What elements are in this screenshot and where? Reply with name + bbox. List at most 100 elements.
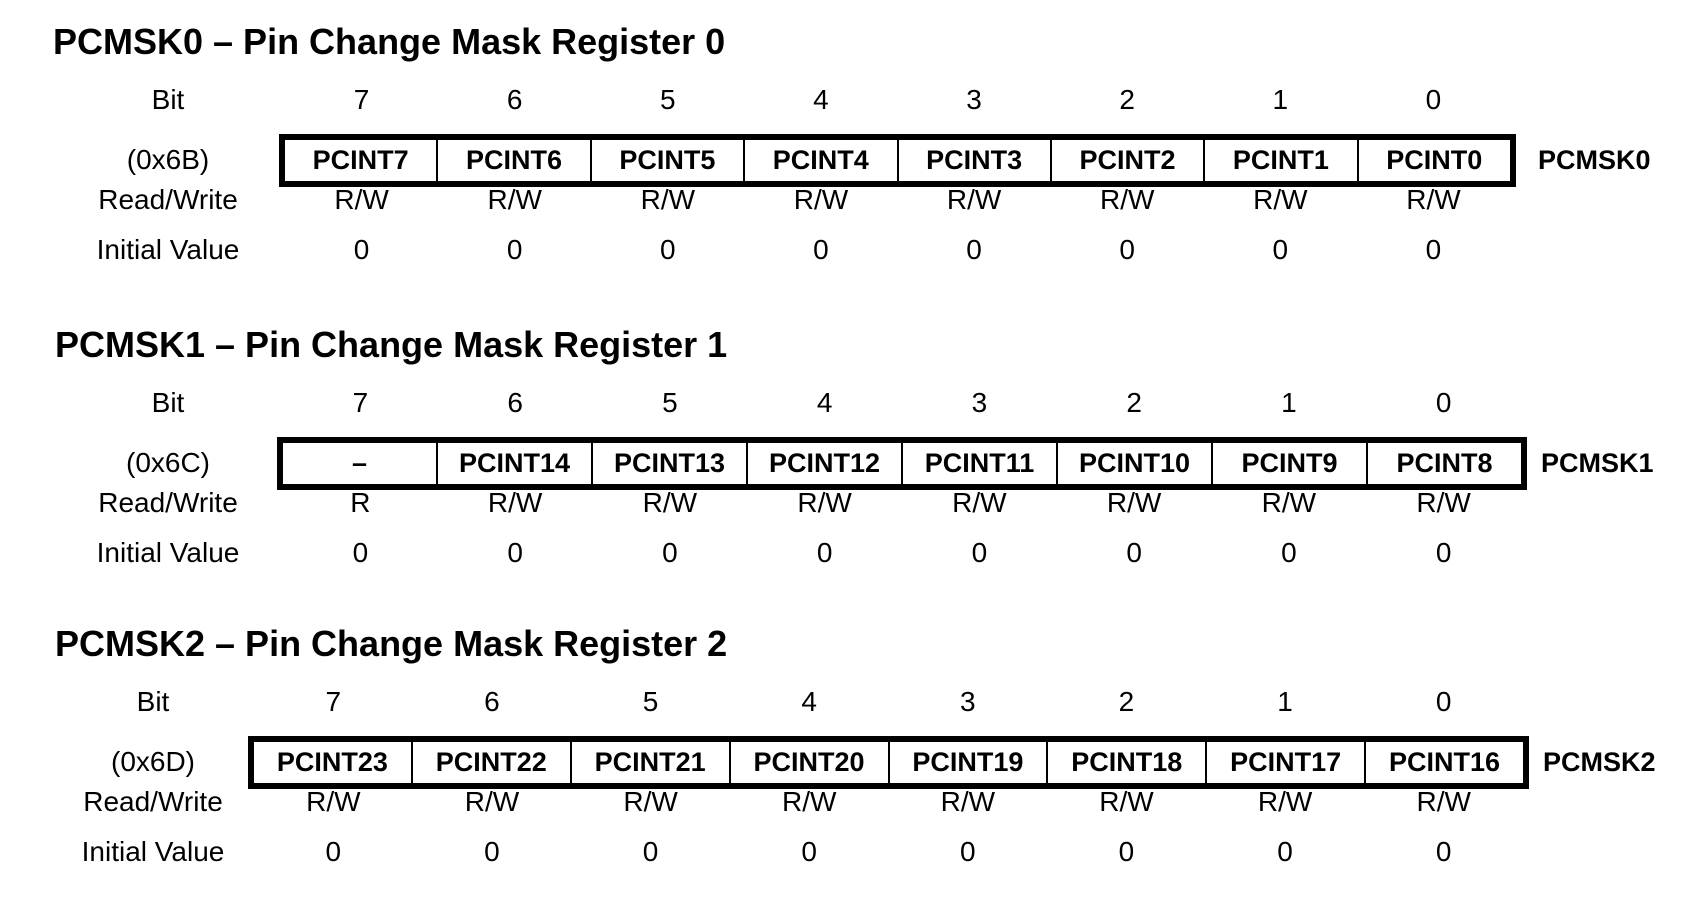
register-section: PCMSK0 – Pin Change Mask Register 0 Bit (0… <box>0 20 1689 310</box>
bit-field-cell: PCINT23 <box>276 747 388 777</box>
initial-value: 0 <box>966 234 982 265</box>
bit-number: 2 <box>1119 84 1135 115</box>
bit-number: 0 <box>1435 686 1452 717</box>
bit-number: 7 <box>325 686 342 717</box>
read-write-value: R/W <box>640 184 696 215</box>
bit-number: 4 <box>816 387 833 418</box>
initial-value: 0 <box>960 836 976 867</box>
initial-value: 0 <box>353 234 370 265</box>
register-bit-field: PCINT7 PCINT6 PCINT5 PCINT4 PCINT3 PCINT2 PCIN… <box>279 134 1516 187</box>
read-write-value: R/W <box>1416 786 1471 817</box>
initial-value: 0 <box>1435 537 1452 568</box>
bit-number: 6 <box>484 686 500 717</box>
initial-value-row-label: Initial Value <box>96 234 240 265</box>
read-write-value: R/W <box>487 487 543 518</box>
read-write-row-label: Read/Write <box>98 487 238 518</box>
bit-number: 3 <box>966 84 982 115</box>
initial-value: 0 <box>1425 234 1442 265</box>
initial-value: 0 <box>484 836 500 867</box>
read-write-row-label: Read/Write <box>98 184 238 215</box>
bit-number: 3 <box>971 387 988 418</box>
initial-value: 0 <box>507 537 523 568</box>
read-write-value: R/W <box>464 786 520 817</box>
bit-field-cell: PCINT0 <box>1356 140 1510 181</box>
bit-number: 3 <box>960 686 976 717</box>
initial-value: 0 <box>1435 836 1452 867</box>
bit-field-cell: PCINT22 <box>410 742 570 783</box>
bit-number: 1 <box>1272 84 1289 115</box>
bit-field-cell: PCINT2 <box>1049 140 1203 181</box>
bit-field-cell: PCINT13 <box>591 443 746 484</box>
bit-field-cell: PCINT9 <box>1211 443 1366 484</box>
bit-number: 2 <box>1126 387 1142 418</box>
initial-value: 0 <box>660 234 676 265</box>
bit-field-cell: PCINT20 <box>728 742 888 783</box>
read-write-value: R/W <box>623 786 678 817</box>
bit-field-cell: PCINT12 <box>746 443 901 484</box>
bit-number: 7 <box>352 387 369 418</box>
read-write-value: R/W <box>1099 786 1154 817</box>
register-title: PCMSK2 – Pin Change Mask Register 2 <box>55 623 728 664</box>
address-label: (0x6D) <box>110 746 196 777</box>
bit-number: 5 <box>662 387 678 418</box>
read-write-value: R/W <box>952 487 1007 518</box>
initial-value: 0 <box>816 537 833 568</box>
initial-value: 0 <box>1272 234 1289 265</box>
initial-value: 0 <box>813 234 829 265</box>
bit-number: 0 <box>1425 84 1442 115</box>
bit-number: 1 <box>1277 686 1293 717</box>
register-name: PCMSK2 <box>1543 747 1656 777</box>
bit-field-cell: PCINT3 <box>896 140 1050 181</box>
read-write-value: R/W <box>642 487 698 518</box>
initial-value: 0 <box>642 836 659 867</box>
read-write-value: R/W <box>1106 487 1162 518</box>
read-write-value: R/W <box>334 184 389 215</box>
read-write-value: R <box>350 487 371 518</box>
bit-field-cell: PCINT5 <box>589 140 743 181</box>
bit-field-cell: PCINT19 <box>887 742 1047 783</box>
register-name: PCMSK1 <box>1541 448 1654 478</box>
register-section: PCMSK1 – Pin Change Mask Register 1 Bit (0… <box>0 323 1689 613</box>
read-write-value: R/W <box>940 786 996 817</box>
bit-field-cell: PCINT1 <box>1203 140 1356 181</box>
initial-value: 0 <box>1126 537 1142 568</box>
bit-number: 7 <box>353 84 370 115</box>
read-write-value: R/W <box>1099 184 1155 215</box>
initial-value-row-label: Initial Value <box>96 537 240 568</box>
read-write-value: R/W <box>797 487 852 518</box>
register-bit-field: – PCINT14 PCINT13 PCINT12 PCINT11 PCINT10 PCIN… <box>277 437 1527 490</box>
address-label: (0x6B) <box>126 144 210 175</box>
read-write-value: R/W <box>1416 487 1471 518</box>
read-write-value: R/W <box>1257 786 1313 817</box>
bit-number: 6 <box>507 387 523 418</box>
read-write-value: R/W <box>487 184 542 215</box>
bit-field-cell: PCINT17 <box>1205 742 1364 783</box>
bit-field-cell: PCINT7 <box>312 145 409 175</box>
initial-value: 0 <box>1119 234 1135 265</box>
initial-value: 0 <box>662 537 678 568</box>
bit-number: 2 <box>1118 686 1135 717</box>
bit-field-cell: PCINT14 <box>436 443 591 484</box>
bit-field-cell: PCINT16 <box>1364 742 1523 783</box>
initial-value: 0 <box>352 537 369 568</box>
bit-field-cell: PCINT21 <box>569 742 729 783</box>
read-write-value: R/W <box>793 184 849 215</box>
bit-field-cell: PCINT18 <box>1046 742 1205 783</box>
bit-row-label: Bit <box>151 84 185 115</box>
read-write-value: R/W <box>1261 487 1317 518</box>
bit-number: 0 <box>1435 387 1452 418</box>
bit-row-label: Bit <box>151 387 185 418</box>
bit-field-cell: PCINT8 <box>1366 443 1521 484</box>
initial-value: 0 <box>1277 836 1293 867</box>
initial-value: 0 <box>1281 537 1297 568</box>
bit-number: 4 <box>813 84 829 115</box>
bit-field-cell: PCINT11 <box>901 443 1056 484</box>
initial-value-row-label: Initial Value <box>81 836 225 867</box>
bit-row-label: Bit <box>136 686 170 717</box>
read-write-row-label: Read/Write <box>83 786 223 817</box>
register-name: PCMSK0 <box>1538 145 1651 175</box>
read-write-value: R/W <box>306 786 361 817</box>
initial-value: 0 <box>1118 836 1135 867</box>
bit-field-cell: – <box>351 448 368 478</box>
read-write-value: R/W <box>781 786 837 817</box>
